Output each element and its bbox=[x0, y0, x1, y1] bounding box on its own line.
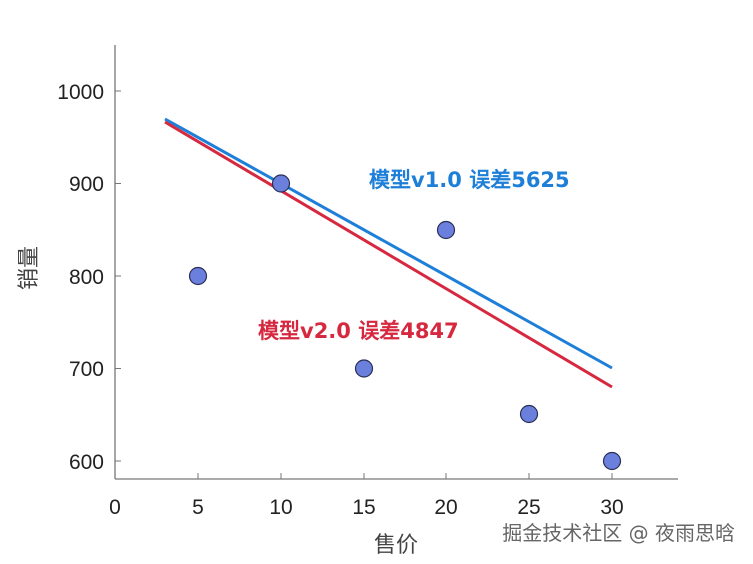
data-point bbox=[519, 404, 539, 424]
model-v2-annotation: 模型v2.0 误差4847 bbox=[258, 319, 459, 343]
model-v1-annotation: 模型v1.0 误差5625 bbox=[369, 168, 570, 192]
x-axis-label: 售价 bbox=[374, 533, 418, 558]
model-v2-line bbox=[164, 120, 613, 389]
y-tick-label: 900 bbox=[69, 173, 104, 196]
y-axis-label: 销量 bbox=[17, 246, 42, 290]
y-tick-label: 700 bbox=[69, 358, 104, 381]
x-tick-label: 15 bbox=[352, 496, 375, 519]
data-point bbox=[354, 359, 374, 378]
x-tick-label: 10 bbox=[269, 496, 292, 519]
x-tick-label: 0 bbox=[109, 496, 121, 519]
y-tick-label: 800 bbox=[69, 266, 104, 289]
y-ticks: 1000 900 800 700 600 bbox=[57, 81, 121, 474]
x-tick-label: 5 bbox=[192, 496, 204, 519]
model-v1-line bbox=[164, 117, 613, 370]
x-tick-label: 25 bbox=[517, 496, 540, 519]
y-tick-label: 1000 bbox=[57, 81, 104, 104]
data-points bbox=[188, 174, 622, 471]
watermark: 掘金技术社区 @ 夜雨思晗 bbox=[502, 521, 735, 545]
x-tick-label: 30 bbox=[600, 496, 623, 519]
x-ticks: 0 5 10 15 20 25 30 bbox=[109, 473, 624, 519]
y-tick-label: 600 bbox=[69, 451, 104, 474]
x-tick-label: 20 bbox=[434, 496, 457, 519]
data-point bbox=[436, 220, 456, 240]
data-point bbox=[188, 266, 208, 286]
data-point bbox=[271, 174, 291, 193]
data-point bbox=[602, 451, 622, 471]
